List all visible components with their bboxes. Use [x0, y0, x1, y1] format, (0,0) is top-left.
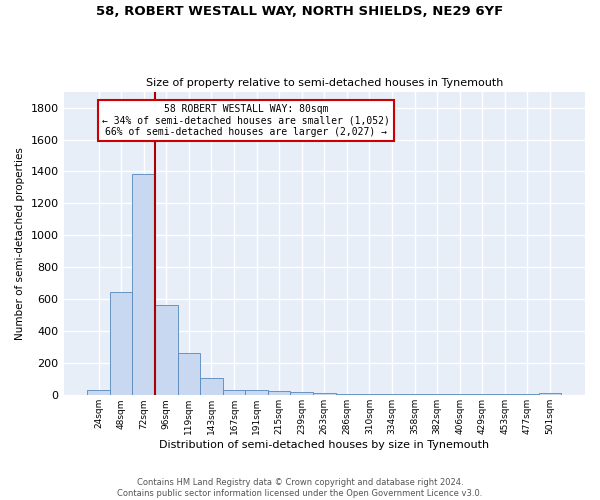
- Bar: [335, 394, 358, 396]
- Bar: [494, 394, 516, 396]
- Bar: [110, 292, 133, 396]
- Bar: [178, 353, 200, 396]
- Bar: [448, 394, 471, 396]
- Bar: [223, 390, 245, 396]
- Title: Size of property relative to semi-detached houses in Tynemouth: Size of property relative to semi-detach…: [146, 78, 503, 88]
- Bar: [290, 392, 313, 396]
- Bar: [426, 394, 448, 396]
- Bar: [268, 392, 290, 396]
- Y-axis label: Number of semi-detached properties: Number of semi-detached properties: [15, 147, 25, 340]
- Bar: [245, 390, 268, 396]
- Bar: [133, 174, 155, 396]
- Bar: [516, 394, 539, 396]
- X-axis label: Distribution of semi-detached houses by size in Tynemouth: Distribution of semi-detached houses by …: [159, 440, 490, 450]
- Text: 58 ROBERT WESTALL WAY: 80sqm
← 34% of semi-detached houses are smaller (1,052)
6: 58 ROBERT WESTALL WAY: 80sqm ← 34% of se…: [102, 104, 390, 137]
- Bar: [155, 305, 178, 396]
- Bar: [200, 378, 223, 396]
- Bar: [471, 394, 494, 396]
- Bar: [87, 390, 110, 396]
- Bar: [403, 394, 426, 396]
- Text: 58, ROBERT WESTALL WAY, NORTH SHIELDS, NE29 6YF: 58, ROBERT WESTALL WAY, NORTH SHIELDS, N…: [97, 5, 503, 18]
- Text: Contains HM Land Registry data © Crown copyright and database right 2024.
Contai: Contains HM Land Registry data © Crown c…: [118, 478, 482, 498]
- Bar: [539, 393, 561, 396]
- Bar: [358, 394, 381, 396]
- Bar: [313, 393, 335, 396]
- Bar: [381, 394, 403, 396]
